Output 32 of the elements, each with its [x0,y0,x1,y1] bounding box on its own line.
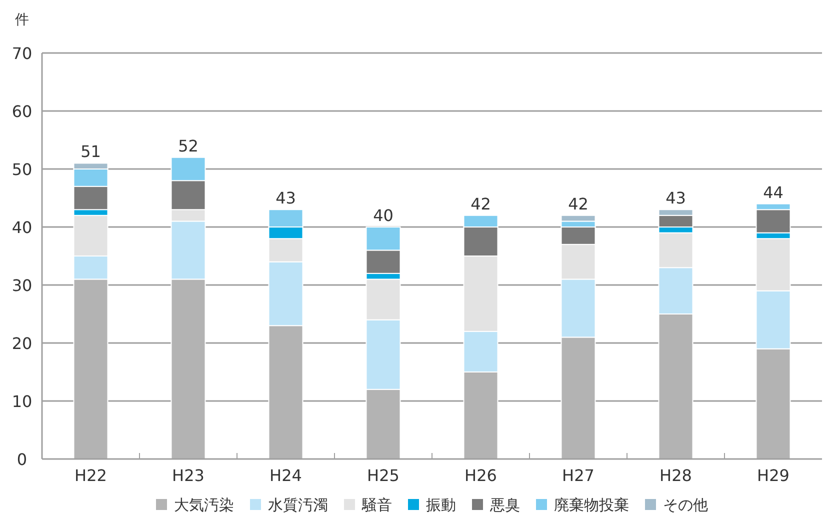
total-label: 40 [373,206,394,225]
total-label: 52 [178,136,198,156]
legend-label: 騒音 [361,496,392,514]
x-tick-label: H23 [172,466,204,485]
y-tick-label: 30 [12,276,32,295]
x-tick-label: H28 [660,466,692,485]
legend-label: 廃棄物投棄 [554,496,629,514]
legend-label: 大気汚染 [174,496,234,514]
x-tick-label: H27 [562,466,594,485]
y-tick-label: 10 [12,392,32,411]
y-tick-label: 0 [16,450,28,469]
legend-label: 振動 [426,496,456,514]
y-tick-label: 40 [12,218,32,237]
y-tick-label: 20 [12,334,32,353]
legend-label: 悪臭 [489,496,520,514]
total-label: 51 [80,142,101,162]
total-label: 44 [763,182,784,202]
legend-label: その他 [663,496,708,514]
x-tick-label: H26 [464,466,497,485]
legend-label: 水質汚濁 [268,496,328,514]
x-tick-label: H24 [270,466,302,485]
y-tick-label: 60 [12,102,32,121]
total-label: 42 [470,194,491,214]
x-tick-label: H29 [757,466,790,485]
total-label: 42 [568,194,588,214]
total-label: 43 [276,188,296,208]
y-tick-label: 50 [12,160,32,179]
total-label: 43 [666,188,686,208]
x-tick-label: H25 [367,466,400,485]
x-tick-label: H22 [74,466,107,485]
y-axis-title: 件 [15,12,29,28]
y-tick-label: 70 [12,44,32,63]
